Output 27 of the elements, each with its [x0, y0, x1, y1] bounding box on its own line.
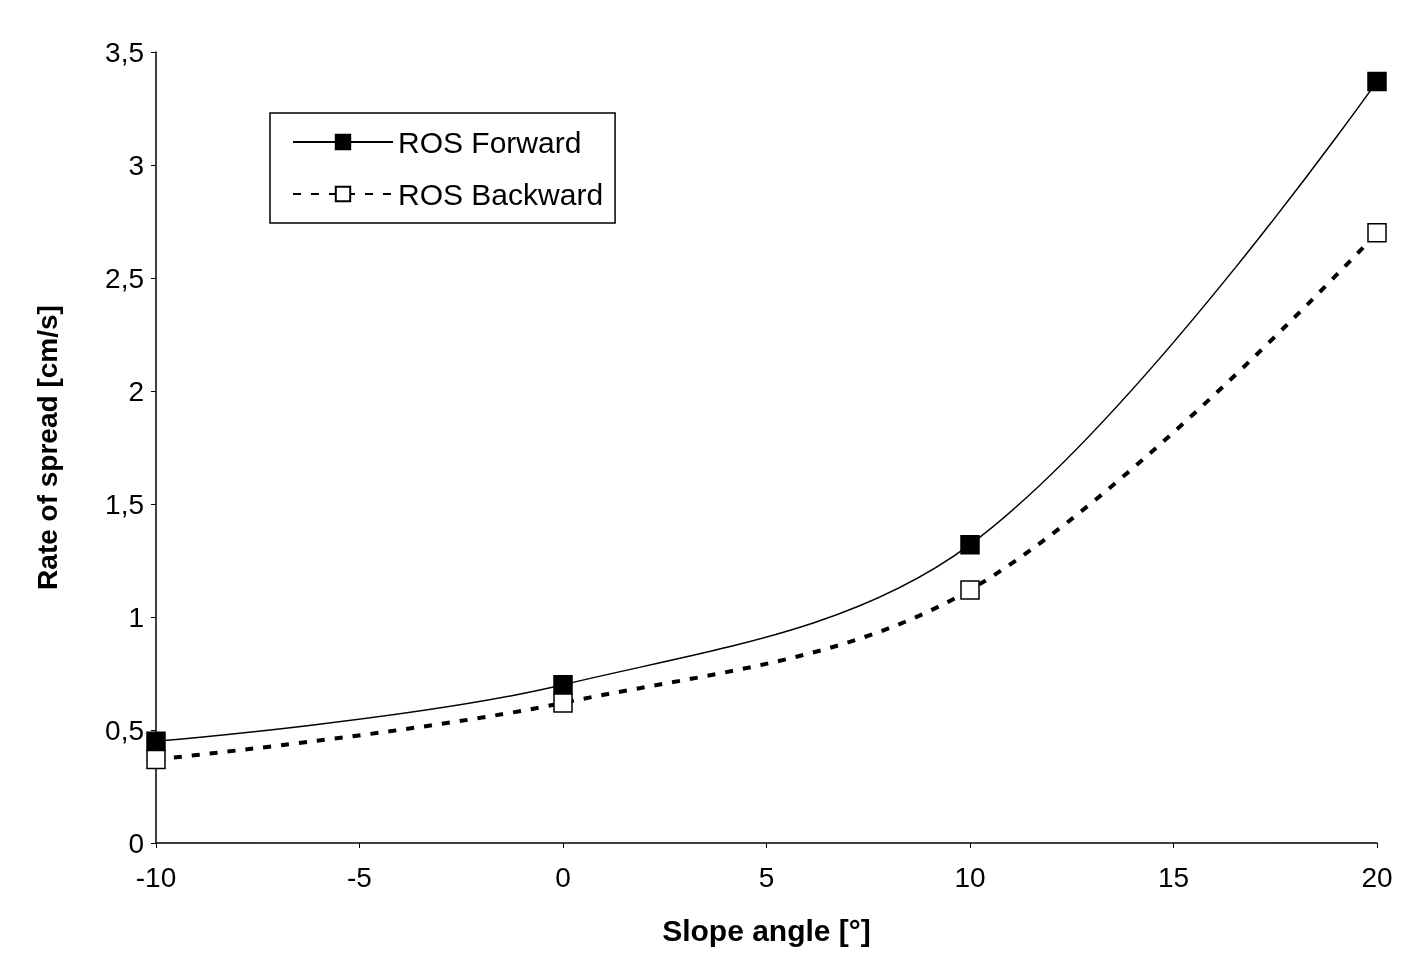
x-tick-label: 20	[1361, 861, 1393, 893]
x-tick-label: 5	[758, 861, 775, 893]
y-tick-label: 3	[128, 149, 144, 181]
y-tick-label: 1,5	[105, 488, 144, 520]
x-axis-title: Slope angle [°]	[662, 913, 871, 947]
y-tick-label: 0,5	[105, 714, 144, 746]
legend-label: ROS Backward	[398, 177, 604, 211]
y-tick-label: 1	[128, 601, 144, 633]
x-tick-label: 15	[1157, 861, 1190, 893]
x-tick-label: 0	[555, 861, 571, 893]
point	[1367, 223, 1387, 243]
point	[553, 675, 573, 695]
point	[553, 693, 573, 713]
y-tick-label: 3,5	[105, 36, 144, 68]
y-tick-label: 2	[128, 375, 144, 407]
x-tick-label: 10	[954, 861, 986, 893]
y-axis-title: Rate of spread [cm/s]	[31, 305, 63, 590]
point	[960, 534, 980, 555]
point	[146, 749, 166, 770]
legend-label: ROS Forward	[398, 125, 582, 159]
point	[960, 580, 980, 600]
point	[1367, 71, 1387, 92]
y-tick-label: 2,5	[105, 262, 144, 294]
y-tick-label: 0	[128, 827, 144, 859]
x-tick-label: -10	[135, 861, 177, 893]
x-tick-label: -5	[347, 861, 372, 893]
point	[146, 731, 166, 752]
